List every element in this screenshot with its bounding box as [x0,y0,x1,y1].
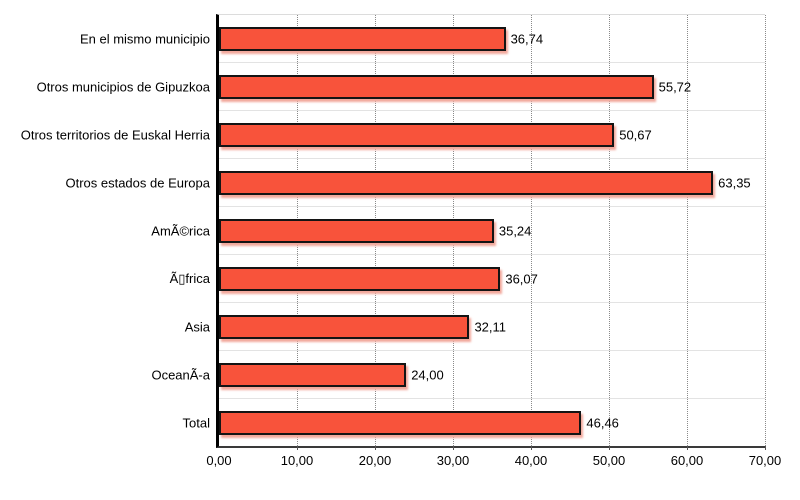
bar [219,362,407,387]
category-label: Otros municipios de Gipuzkoa [36,79,210,94]
grid-line [765,15,766,446]
bar [219,122,615,147]
x-tick-label: 30,00 [436,453,470,468]
axis-tick [452,446,454,450]
category-label: En el mismo municipio [79,31,210,46]
x-tick-label: 50,00 [592,453,626,468]
grid-line [531,15,532,446]
chart-row: AmÃ©rica 35,24 [151,207,765,255]
category-label: AmÃ©rica [151,223,210,238]
axis-tick [531,446,532,450]
category-label: OceanÃ-a [151,367,210,382]
chart-row: Otros estados de Europa 63,35 [65,159,765,207]
bar [219,410,582,435]
x-tick-label: 60,00 [670,453,704,468]
value-label: 35,24 [498,223,532,238]
value-label: 46,46 [586,415,619,430]
x-tick-label: 40,00 [514,453,548,468]
chart-row: Otros territorios de Euskal Herria 50,67 [21,111,765,159]
value-label: 63,35 [718,175,751,190]
chart-row: OceanÃ-a 24,00 [151,351,765,399]
grid-line [687,15,688,446]
chart-row: En el mismo municipio 36,74 [80,15,765,63]
axis-tick [609,446,610,450]
x-tick-label: 0,00 [206,453,232,468]
x-tick-label: 10,00 [280,453,314,468]
bar [219,26,506,51]
category-label: Otros estados de Europa [65,175,210,190]
axis-tick [296,446,298,450]
value-label: 24,00 [411,367,444,382]
value-label: 36,07 [505,271,538,286]
chart-row: Otros municipios de Gipuzkoa 55,72 [37,63,765,111]
category-label: Otros territorios de Euskal Herria [20,127,210,142]
bar [219,266,501,291]
bar [219,314,470,339]
axis-tick [687,446,688,450]
axis-tick [765,446,766,450]
value-label: 36,74 [510,31,544,46]
x-tick-label: 20,00 [358,453,392,468]
chart-row: Asia 32,11 [185,303,765,351]
chart-row: Ã▯frica 36,07 [170,255,765,303]
axis-tick [374,446,376,450]
bar [219,74,654,99]
grid-line [609,15,610,446]
rows-layer: En el mismo municipio 36,74 Otros municipi… [21,15,765,446]
category-label: Asia [184,319,210,334]
value-label: 32,11 [474,319,507,334]
x-tick-label: 70,00 [748,453,782,468]
category-label: Ã▯frica [169,270,210,286]
chart-row: Total 46,46 [183,399,765,446]
plot-area: En el mismo municipio 36,74 Otros municipi… [21,14,781,468]
value-label: 50,67 [619,127,652,142]
category-label: Total [182,415,210,430]
bar [219,170,714,195]
bar [219,218,494,243]
value-label: 55,72 [658,79,692,94]
